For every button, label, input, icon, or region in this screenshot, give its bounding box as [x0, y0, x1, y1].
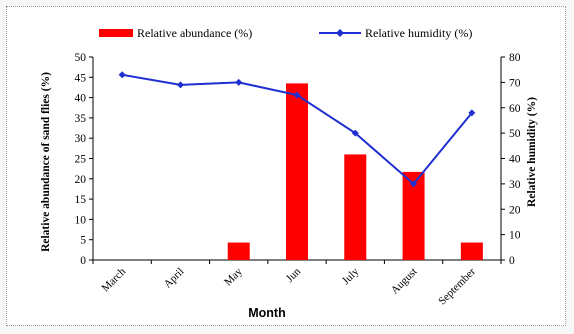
x-tick-label: September: [436, 265, 478, 307]
y-left-tick-label: 0: [80, 255, 86, 267]
y-left-tick-label: 5: [80, 235, 86, 247]
y-right-tick-label: 50: [509, 128, 521, 140]
y-right-tick-label: 40: [509, 154, 521, 166]
y-right-tick-label: 30: [509, 179, 521, 191]
humidity-point-april: [176, 81, 184, 89]
legend-label-humidity: Relative humidity (%): [365, 26, 472, 40]
y-left-tick-label: 30: [75, 133, 87, 145]
bar-abundance-may: [227, 242, 250, 260]
x-tick-label: March: [99, 265, 128, 294]
legend-marker-humidity: [336, 29, 344, 37]
bar-abundance-jun: [286, 83, 308, 260]
x-tick-label: August: [389, 266, 420, 297]
humidity-point-jun: [293, 91, 301, 99]
humidity-point-july: [351, 129, 359, 137]
bar-series: [227, 83, 483, 260]
y-right-tick-label: 70: [509, 77, 521, 89]
bar-abundance-july: [344, 154, 367, 260]
y-left-tick-label: 15: [75, 194, 87, 206]
y-right-tick-label: 0: [509, 255, 515, 267]
y-left-tick-label: 45: [75, 72, 87, 84]
y-right-tick-label: 60: [509, 103, 521, 115]
y-left-tick-label: 35: [75, 113, 87, 125]
bar-abundance-august: [402, 171, 425, 260]
x-tick-label: July: [340, 265, 362, 287]
y-left-tick-label: 20: [75, 174, 87, 186]
y-left-tick-label: 40: [75, 93, 87, 105]
humidity-point-august: [410, 180, 418, 188]
humidity-point-september: [468, 109, 476, 117]
chart-frame: Relative abundance (%) Relative humidity…: [6, 6, 566, 326]
x-axis-title: Month: [248, 306, 285, 320]
y-right-tick-label: 80: [509, 52, 521, 64]
y-right-tick-label: 10: [509, 230, 521, 242]
y-left-tick-label: 10: [75, 214, 87, 226]
x-tick-label: Jun: [284, 265, 304, 285]
line-series: [118, 71, 476, 188]
legend-label-abundance: Relative abundance (%): [137, 26, 252, 40]
humidity-point-may: [235, 78, 243, 86]
y-axis-right-title: Relative humidity (%): [526, 97, 538, 207]
legend-swatch-abundance: [99, 29, 133, 37]
x-tick-label: April: [162, 266, 187, 291]
y-axis-left-title: Relative abundance of sand flies (%): [40, 72, 52, 252]
legend: Relative abundance (%) Relative humidity…: [99, 26, 472, 40]
x-tick-label: May: [222, 265, 245, 288]
bar-abundance-september: [460, 242, 483, 260]
humidity-point-march: [118, 71, 126, 79]
y-left-tick-label: 25: [75, 154, 87, 166]
chart-canvas: Relative abundance (%) Relative humidity…: [40, 26, 538, 320]
y-left-tick-label: 50: [75, 52, 87, 64]
y-right-tick-label: 20: [509, 204, 521, 216]
